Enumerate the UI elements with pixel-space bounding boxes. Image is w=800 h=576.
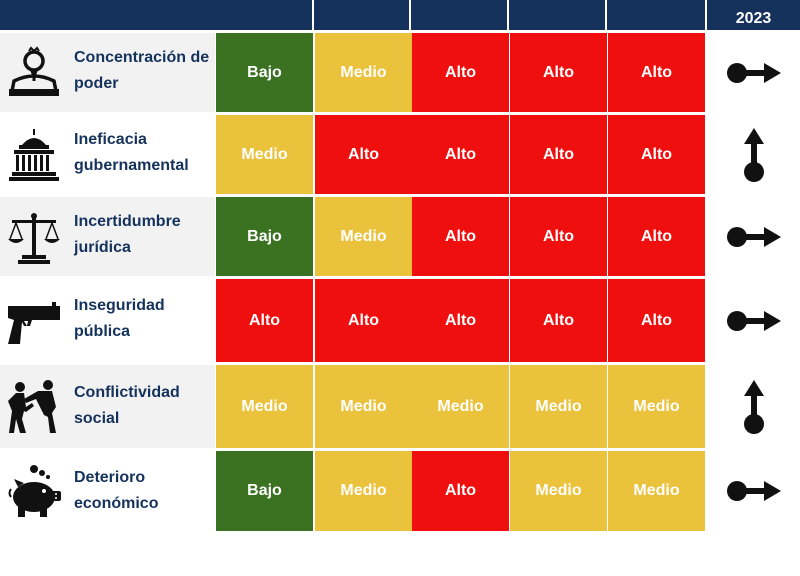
- header-cell-indicator: [0, 0, 215, 30]
- risk-level-cell: Bajo: [216, 451, 313, 531]
- risk-level-cell: Alto: [412, 115, 509, 194]
- risk-level-cell: Medio: [510, 451, 607, 531]
- capitol-building-icon: [6, 127, 62, 183]
- row-label: Deterioro económico: [74, 469, 159, 512]
- risk-level-cell: Bajo: [216, 197, 313, 276]
- risk-level-cell: Medio: [510, 365, 607, 448]
- pistol-icon: [6, 293, 62, 349]
- trend-stable-arrow-icon: [707, 279, 800, 362]
- trend-up-arrow-icon: [707, 365, 800, 448]
- risk-level-cell: Medio: [608, 451, 705, 531]
- row-label: Inseguridad pública: [74, 297, 165, 340]
- header-cell-year-4: [509, 0, 605, 30]
- risk-level-cell: Bajo: [216, 33, 313, 112]
- risk-level-cell: Medio: [315, 33, 412, 112]
- header-cell-year-3: [411, 0, 507, 30]
- risk-level-cell: Medio: [608, 365, 705, 448]
- risk-level-cell: Medio: [412, 365, 509, 448]
- trend-stable-arrow-icon: [707, 451, 800, 531]
- risk-level-cell: Alto: [216, 279, 313, 362]
- trend-stable-arrow-icon: [707, 197, 800, 276]
- piggy-bank-icon: [6, 463, 62, 519]
- header-cell-trend: 2023: [707, 0, 800, 30]
- risk-level-cell: Medio: [315, 365, 412, 448]
- risk-level-cell: Alto: [412, 33, 509, 112]
- risk-level-cell: Alto: [510, 279, 607, 362]
- risk-level-cell: Alto: [510, 33, 607, 112]
- header-cell-year-2: [314, 0, 409, 30]
- header-cell-year-1: [215, 0, 312, 30]
- table-row: [0, 279, 215, 362]
- row-label: Conflictividad social: [74, 384, 180, 427]
- risk-level-cell: Medio: [216, 115, 313, 194]
- trend-stable-arrow-icon: [707, 33, 800, 112]
- risk-level-cell: Alto: [412, 197, 509, 276]
- row-label: Incertidumbre jurídica: [74, 213, 181, 256]
- risk-level-cell: Medio: [315, 451, 412, 531]
- table-header: 2023: [0, 0, 800, 30]
- fighting-people-icon: [6, 379, 62, 435]
- risk-level-cell: Alto: [608, 33, 705, 112]
- header-trend-year: 2023: [735, 10, 772, 27]
- scales-icon: [6, 209, 62, 265]
- risk-level-cell: Alto: [510, 197, 607, 276]
- risk-level-cell: Alto: [608, 115, 705, 194]
- risk-level-cell: Medio: [315, 197, 412, 276]
- risk-level-cell: Alto: [510, 115, 607, 194]
- row-label: Concentración de poder: [74, 49, 210, 92]
- trend-up-arrow-icon: [707, 115, 800, 194]
- risk-level-cell: Alto: [315, 115, 412, 194]
- risk-level-cell: Alto: [412, 451, 509, 531]
- risk-level-cell: Alto: [608, 197, 705, 276]
- row-label: Ineficacia gubernamental: [74, 131, 189, 174]
- header-cell-year-5: [607, 0, 705, 30]
- risk-level-cell: Medio: [216, 365, 313, 448]
- risk-level-cell: Alto: [315, 279, 412, 362]
- risk-level-cell: Alto: [412, 279, 509, 362]
- risk-level-cell: Alto: [608, 279, 705, 362]
- crowned-person-icon: [6, 45, 62, 101]
- table-row: [0, 365, 215, 448]
